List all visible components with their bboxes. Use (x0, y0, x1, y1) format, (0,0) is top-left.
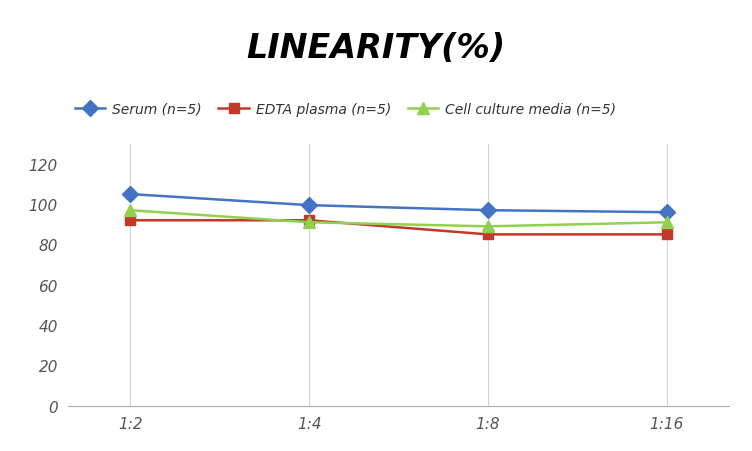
Cell culture media (n=5) (126, 208, 135, 213)
Line: Cell culture media (n=5): Cell culture media (n=5) (125, 205, 672, 232)
Serum (n=5) (663, 210, 672, 216)
EDTA plasma (n=5) (305, 218, 314, 224)
Cell culture media (n=5) (484, 224, 493, 230)
EDTA plasma (n=5) (484, 232, 493, 238)
Text: LINEARITY(%): LINEARITY(%) (247, 32, 505, 64)
EDTA plasma (n=5) (663, 232, 672, 238)
Cell culture media (n=5) (305, 220, 314, 226)
Legend: Serum (n=5), EDTA plasma (n=5), Cell culture media (n=5): Serum (n=5), EDTA plasma (n=5), Cell cul… (74, 102, 617, 116)
Line: EDTA plasma (n=5): EDTA plasma (n=5) (126, 216, 672, 240)
Serum (n=5) (126, 192, 135, 198)
Line: Serum (n=5): Serum (n=5) (125, 189, 672, 218)
Serum (n=5) (305, 203, 314, 208)
Serum (n=5) (484, 208, 493, 213)
Cell culture media (n=5) (663, 220, 672, 226)
EDTA plasma (n=5) (126, 218, 135, 224)
